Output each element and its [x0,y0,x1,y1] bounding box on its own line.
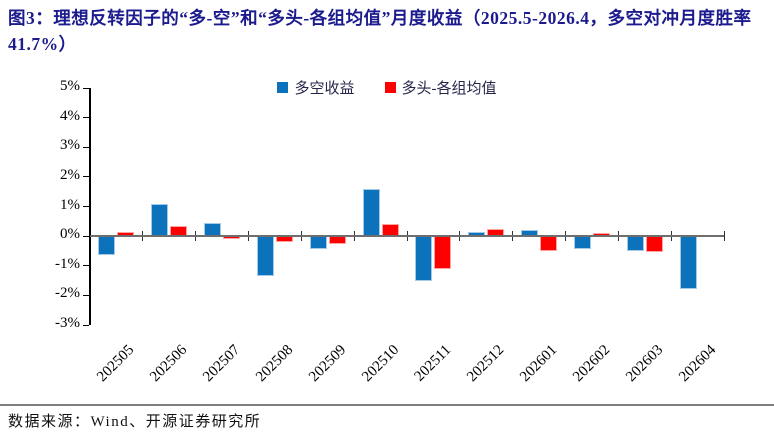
y-axis-label: -1% [55,255,80,272]
data-source: 数据来源：Wind、开源证券研究所 [8,414,262,430]
y-axis-tick [83,176,89,178]
y-axis-tick [83,146,89,148]
legend-swatch-red-icon [384,82,396,93]
y-axis-tick [83,265,89,267]
y-axis-label: 4% [60,107,80,124]
y-axis-tick [83,87,89,89]
bar-long-short-return-202510 [362,188,380,237]
y-axis-label: 0% [60,226,80,243]
y-axis-tick [83,235,89,237]
y-axis-tick [83,324,89,326]
legend-label-long-minus-mean: 多头-各组均值 [401,81,497,97]
y-axis-tick [83,117,89,119]
y-axis-label: 1% [60,196,80,213]
bar-long-minus-group-mean-202509 [328,236,346,244]
bar-long-minus-group-mean-202603 [645,236,663,253]
bar-long-short-return-202604 [679,236,697,290]
bar-long-short-return-202603 [626,236,644,251]
bar-long-short-return-202511 [415,236,433,281]
x-axis-zero-line [90,235,724,238]
bar-long-minus-group-mean-202511 [434,236,452,269]
y-axis-tick [83,294,89,296]
legend-swatch-blue-icon [277,82,289,93]
legend-item-long-minus-mean: 多头-各组均值 [384,77,497,98]
y-axis-label: 2% [60,166,80,183]
legend-item-long-short: 多空收益 [277,77,355,98]
figure-title: 图3：理想反转因子的“多-空”和“多头-各组均值”月度收益（2025.5-202… [8,8,752,54]
x-axis-tick [723,231,725,242]
y-axis-tick [83,206,89,207]
bar-long-short-return-202509 [309,236,327,250]
bar-long-short-return-202602 [573,236,591,250]
y-axis-label: 5% [60,78,80,94]
y-axis-label: -3% [55,315,80,331]
bar-long-short-return-202505 [98,236,116,256]
bar-long-minus-group-mean-202601 [540,236,558,251]
y-axis-label: 3% [60,137,80,154]
legend-label-long-short: 多空收益 [294,81,355,97]
y-axis-label: -2% [55,285,80,302]
bar-long-short-return-202508 [256,236,274,277]
y-axis-line [89,88,91,325]
chart-legend: 多空收益 多头-各组均值 [0,77,774,98]
footer-divider [0,404,774,406]
bar-long-short-return-202507 [204,222,222,237]
bar-long-short-return-202506 [151,203,169,237]
